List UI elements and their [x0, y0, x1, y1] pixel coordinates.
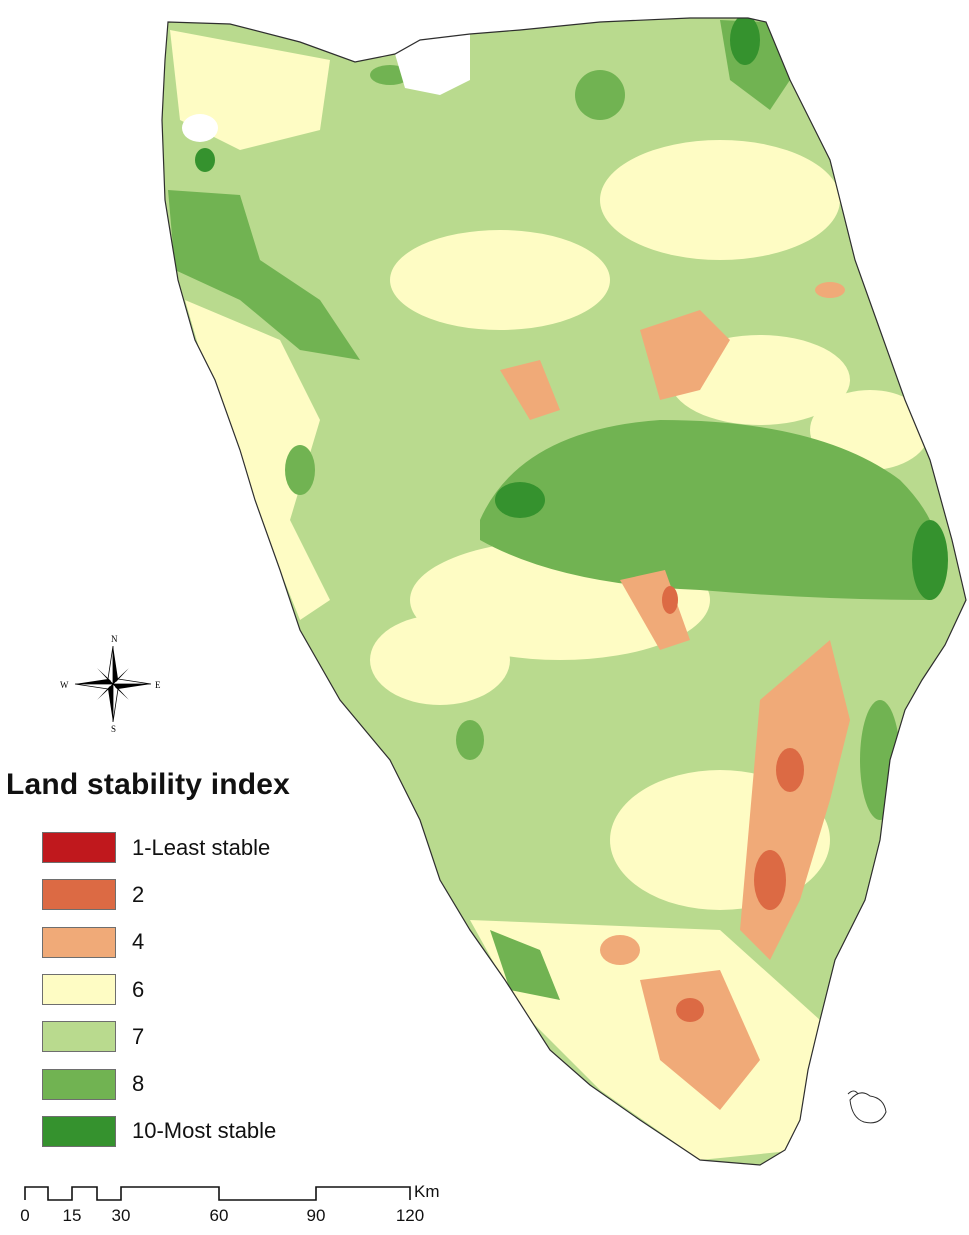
legend-item: 2 [42, 871, 366, 918]
scale-tick-label: 120 [395, 1206, 425, 1225]
legend-swatch [42, 1068, 116, 1100]
legend-label: 10-Most stable [132, 1118, 277, 1144]
legend-label: 8 [132, 1071, 145, 1097]
legend-item: 7 [42, 1013, 366, 1060]
scale-tick-label: 60 [209, 1206, 229, 1225]
compass-north-label: N [111, 634, 118, 644]
compass-west-label: W [60, 680, 69, 690]
legend: Land stability index 1-Least stable 2 4 … [6, 768, 366, 1155]
scale-tick-label: 30 [111, 1206, 131, 1225]
legend-item: 10-Most stable [42, 1108, 366, 1155]
scale-unit: Km [414, 1182, 440, 1201]
scale-tick-label: 90 [306, 1206, 326, 1225]
legend-item: 4 [42, 919, 366, 966]
legend-swatch [42, 879, 116, 911]
legend-label: 2 [132, 881, 145, 907]
legend-swatch [42, 926, 116, 958]
scale-tick-label: 15 [62, 1206, 82, 1225]
scale-bar-graphic [24, 1186, 411, 1201]
legend-label: 4 [132, 929, 145, 955]
legend-label: 1-Least stable [132, 834, 271, 860]
compass-east-label: E [155, 680, 161, 690]
legend-title: Land stability index [6, 768, 291, 801]
islet [849, 1092, 887, 1124]
legend-swatch [42, 832, 116, 864]
legend-item: 1-Least stable [42, 824, 366, 871]
compass-rose-icon [74, 645, 152, 723]
legend-label: 6 [132, 976, 145, 1002]
north-arrow: N S E W [58, 634, 168, 734]
legend-item: 8 [42, 1060, 366, 1107]
legend-swatch [42, 1115, 116, 1147]
legend-item: 6 [42, 966, 366, 1013]
legend-label: 7 [132, 1023, 145, 1049]
compass-south-label: S [111, 724, 117, 734]
scale-tick-label: 0 [20, 1206, 30, 1225]
scale-bar: Km 0 15 30 60 90 120 [18, 1180, 458, 1230]
legend-swatch [42, 1021, 116, 1053]
legend-swatch [42, 974, 116, 1006]
